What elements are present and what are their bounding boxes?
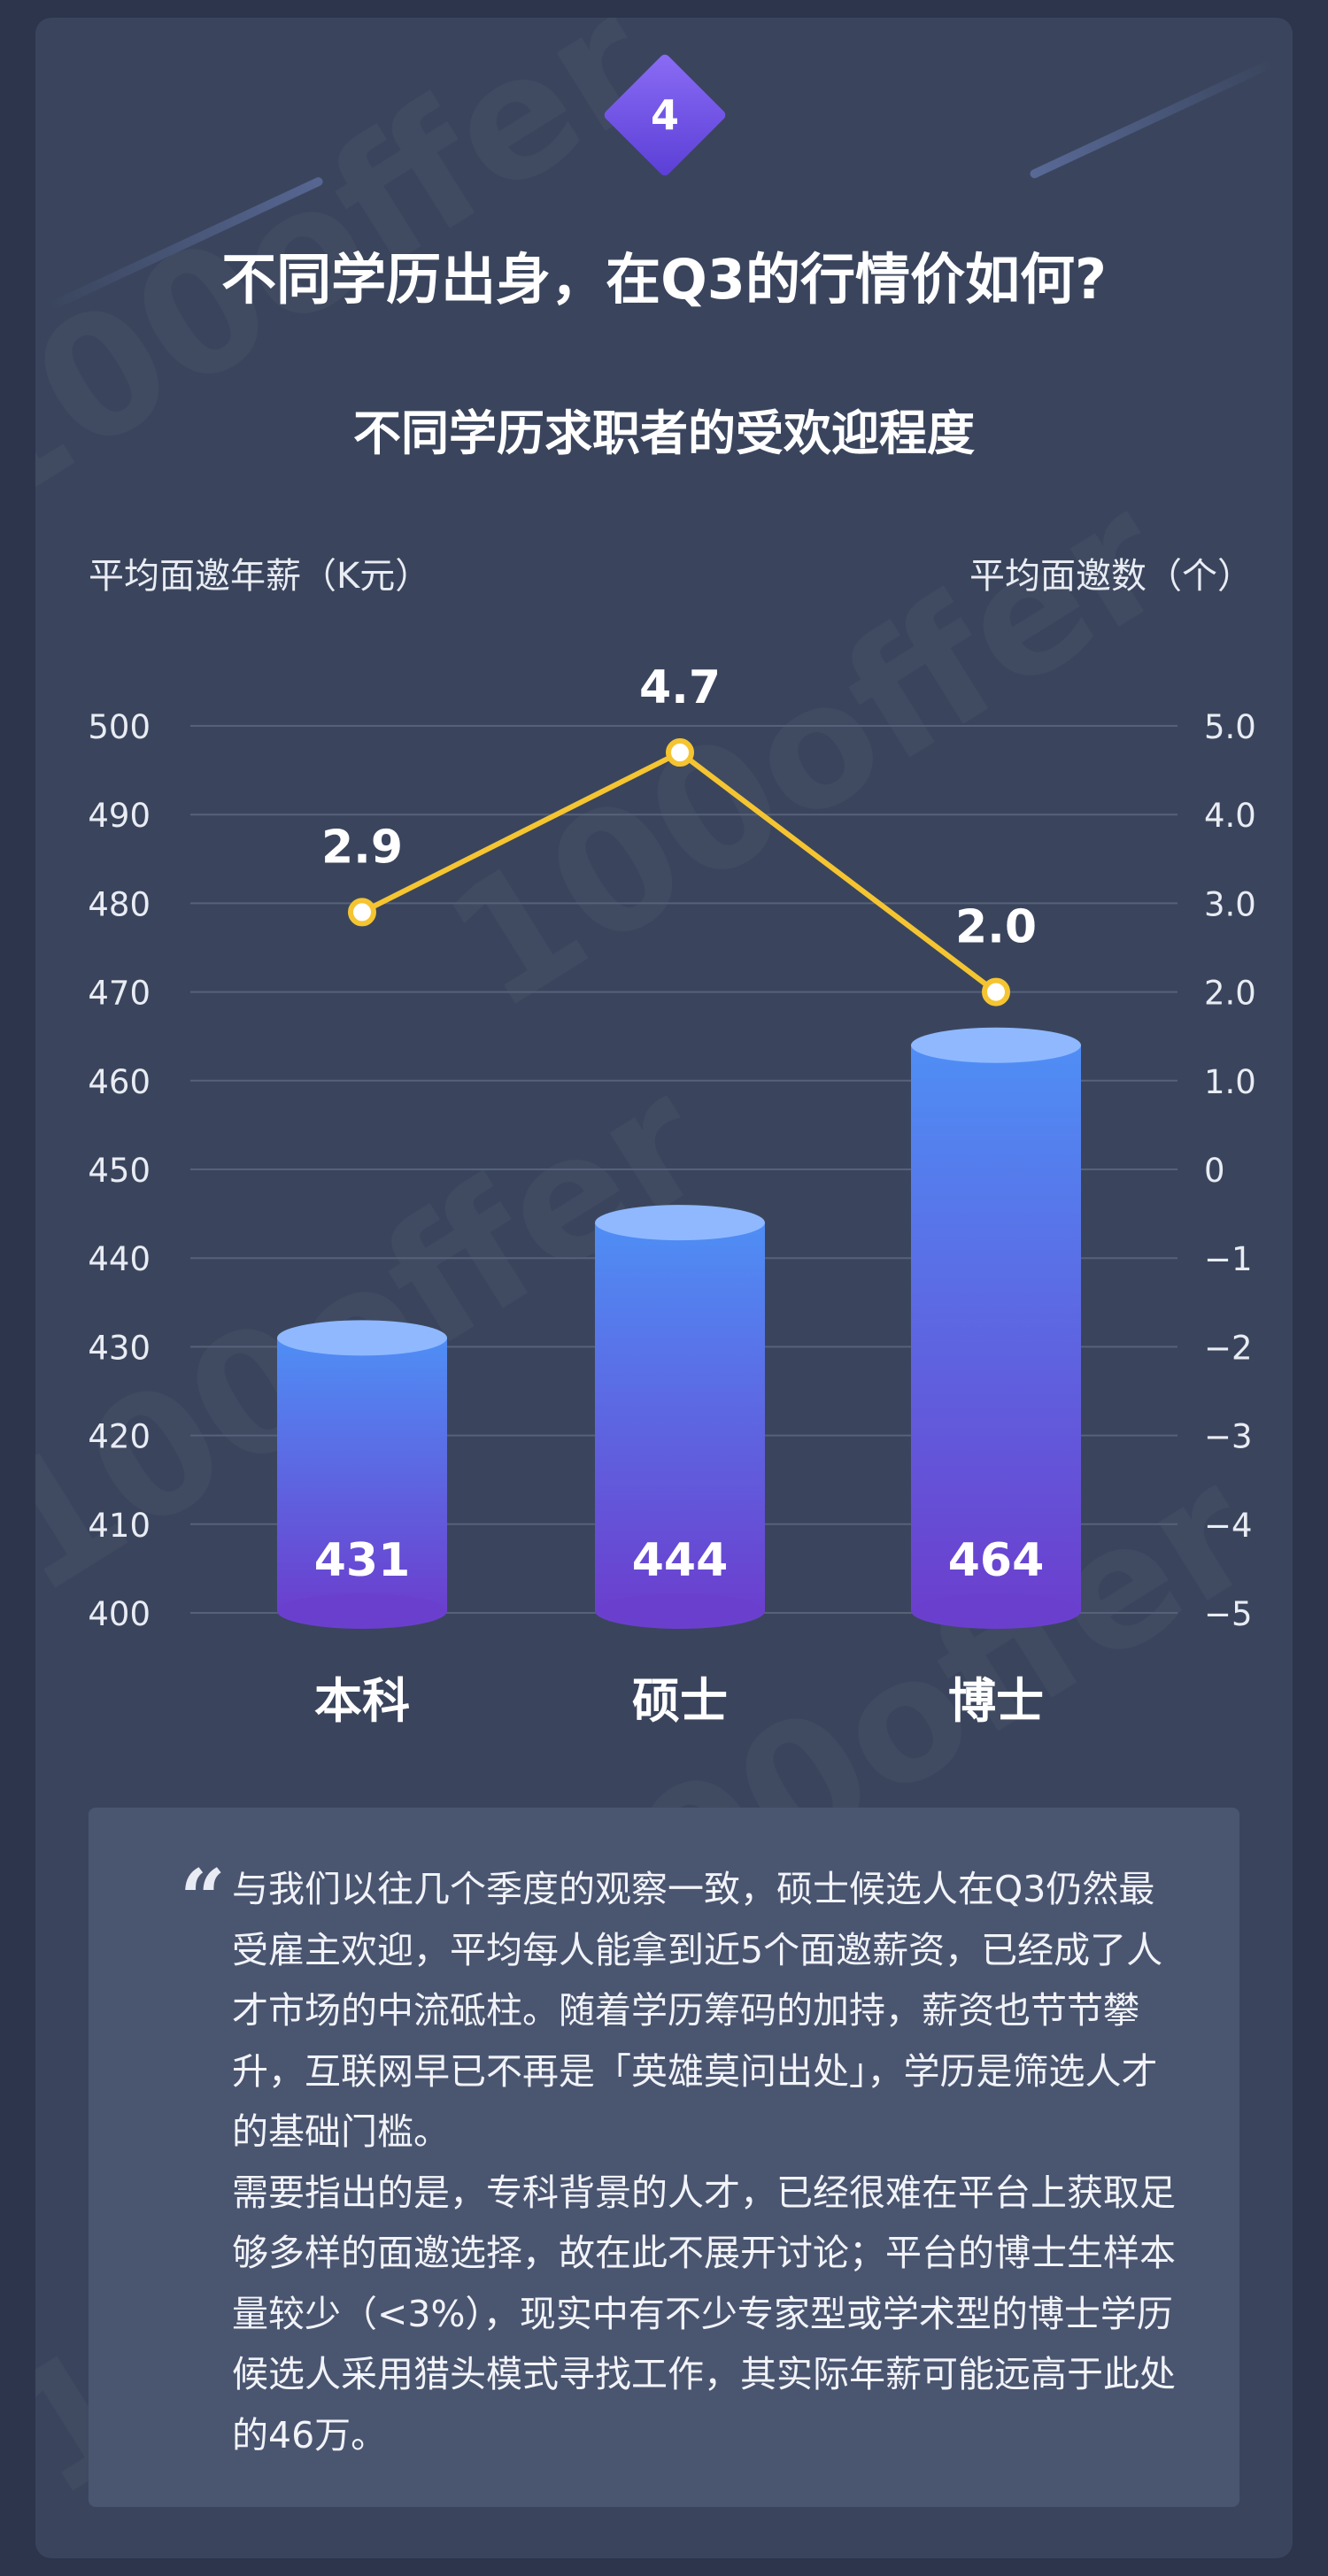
right-tick-label: −5 [1204,1595,1253,1633]
line-value-label: 2.0 [955,901,1037,954]
category-label: 硕士 [632,1673,728,1729]
bar-base [277,1593,447,1629]
chart-title: 不同学历求职者的受欢迎程度 [353,405,975,461]
bar-cap [277,1320,447,1356]
right-tick-label: 5.0 [1204,708,1256,746]
category-label: 本科 [314,1673,410,1729]
left-tick-label: 480 [88,885,151,923]
left-tick-label: 470 [88,975,151,1013]
bar-base [595,1593,765,1629]
left-tick-label: 410 [88,1507,151,1545]
section-number: 4 [650,91,679,139]
quote-mark: “ [180,1852,226,1946]
left-tick-label: 450 [88,1152,151,1190]
left-tick-label: 500 [88,708,151,746]
line-point [982,977,1010,1006]
bar-base [911,1593,1081,1629]
right-tick-label: −2 [1204,1329,1253,1367]
bar-value-label: 464 [948,1534,1045,1587]
right-tick-label: 4.0 [1204,797,1256,835]
bar [911,1045,1081,1611]
bar-value-label: 444 [632,1534,729,1587]
right-tick-label: −1 [1204,1240,1253,1278]
left-tick-label: 490 [88,797,151,835]
line-point [348,898,376,927]
bar [595,1222,765,1611]
bar-cap [911,1027,1081,1063]
line-value-label: 4.7 [639,661,721,714]
bar [277,1338,447,1611]
category-label: 博士 [948,1673,1044,1729]
quote-paragraph-1: 与我们以往几个季度的观察一致，硕士候选人在Q3仍然最受雇主欢迎，平均每人能拿到近… [232,1868,1163,2153]
chart-svg: 500 490 480 470 460 450 440 430 420 410 400 5.0 4.0… [88,661,1256,1729]
left-tick-label: 430 [88,1329,151,1367]
left-axis-title: 平均面邀年薪（K元） [89,556,431,597]
bar-cap [595,1205,765,1241]
line-value-label: 2.9 [321,821,403,874]
right-tick-label: −4 [1204,1507,1253,1545]
right-tick-label: 0 [1204,1152,1225,1190]
left-tick-label: 460 [88,1063,151,1101]
quote-box [89,1808,1239,2507]
line-point [666,738,694,767]
quote-text: 与我们以往几个季度的观察一致，硕士候选人在Q3仍然最受雇主欢迎，平均每人能拿到近… [232,1859,1188,2465]
right-tick-label: 3.0 [1204,885,1256,923]
right-tick-label: 2.0 [1204,975,1256,1013]
left-tick-label: 400 [88,1595,151,1633]
left-tick-label: 440 [88,1240,151,1278]
right-tick-label: −3 [1204,1418,1253,1456]
page-headline: 不同学历出身，在Q3的行情价如何? [221,247,1107,312]
left-tick-label: 420 [88,1418,151,1456]
right-axis-title: 平均面邀数（个） [969,556,1253,597]
right-tick-label: 1.0 [1204,1063,1256,1101]
quote-paragraph-2: 需要指出的是，专科背景的人才，已经很难在平台上获取足够多样的面邀选择，故在此不展… [232,2171,1176,2456]
bar-value-label: 431 [314,1534,411,1587]
line-series [360,750,998,994]
